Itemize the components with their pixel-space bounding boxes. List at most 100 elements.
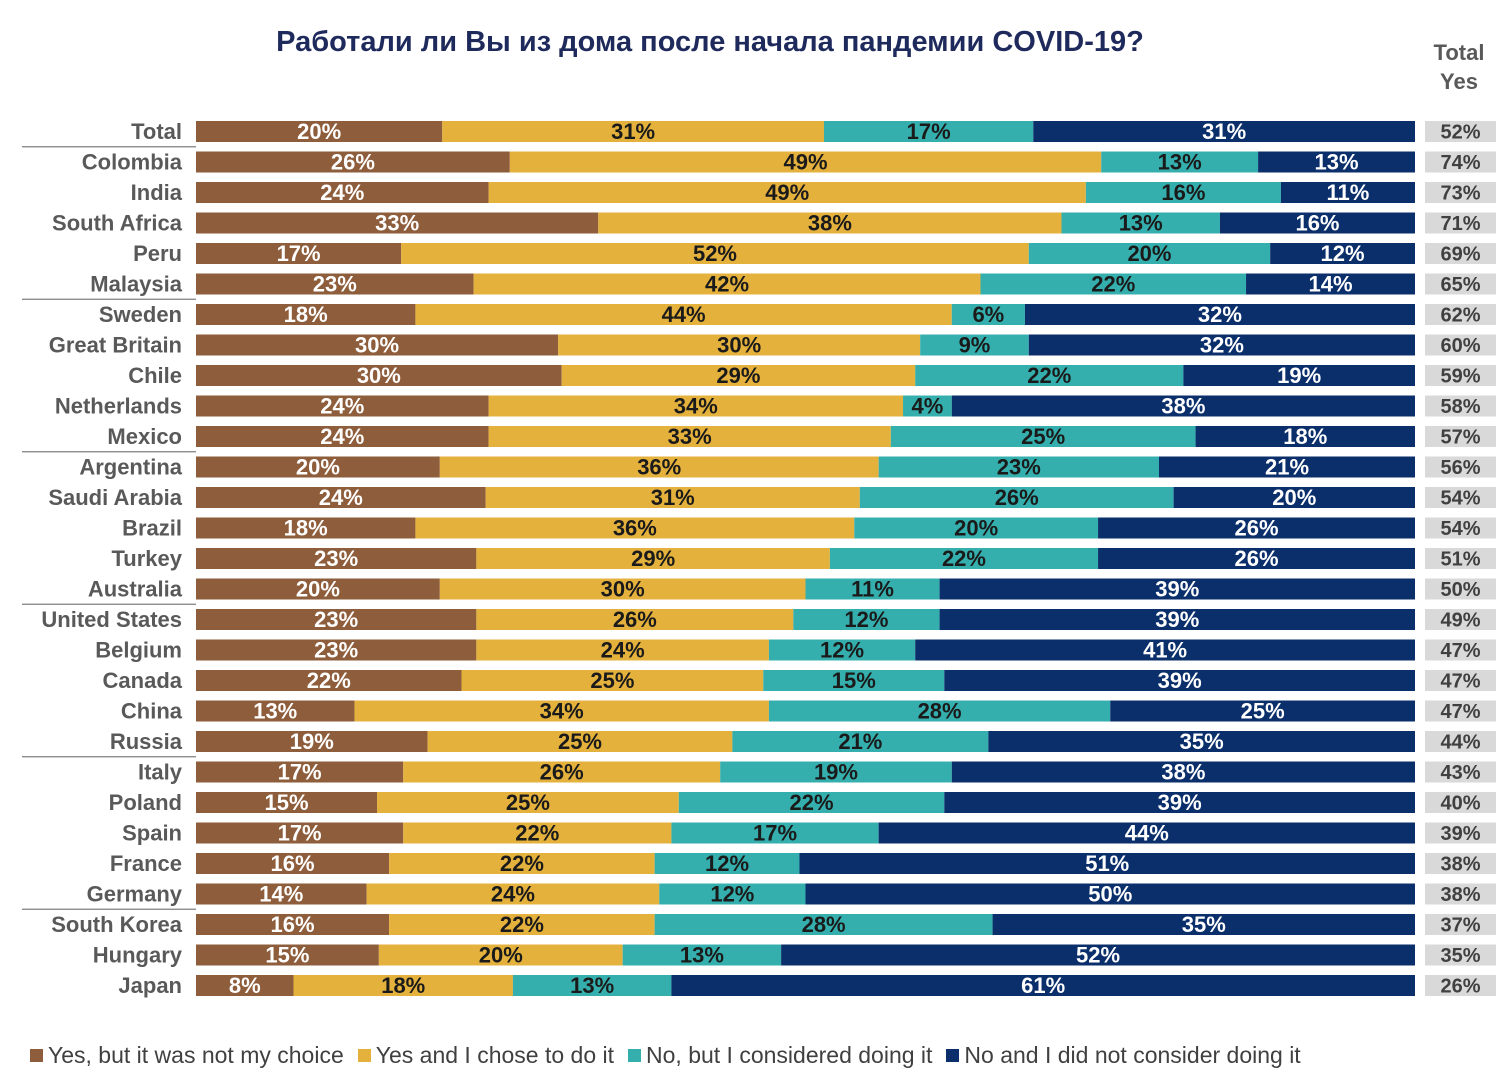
data-label: 38% [808,211,852,236]
legend-swatch [628,1048,642,1062]
data-label: 24% [320,394,364,419]
bar-segment [671,822,879,844]
data-label: 23% [313,272,357,297]
bar-segment [1028,334,1415,356]
data-label: 16% [271,912,315,937]
total-yes-value: 62% [1440,305,1480,327]
bar-segment [854,517,1099,539]
bar-segment [439,578,806,600]
total-yes-box [1425,273,1496,295]
data-label: 17% [278,760,322,785]
data-label: 32% [1198,302,1242,327]
bar-segment [1110,700,1415,722]
bar-segment [196,822,404,844]
data-label: 38% [1161,394,1205,419]
total-yes-box [1425,792,1496,813]
data-label: 20% [954,516,998,541]
bar-segment [1085,182,1281,203]
bar-segment [732,731,989,752]
row-label: South Korea [51,912,183,937]
bar-segment [659,883,806,905]
data-label: 49% [783,150,827,175]
data-label: 25% [506,790,550,815]
data-label: 28% [802,912,846,937]
bar-segment [951,395,1415,417]
legend-item-yes-not-choice: Yes, but it was not my choice [30,1042,344,1069]
bar-segment [354,700,769,722]
bar-segment [196,639,477,661]
total-yes-box [1425,975,1496,996]
total-yes-box [1425,456,1496,478]
bar-segment [671,975,1415,996]
data-label: 12% [710,882,754,907]
bar-segment [196,212,599,234]
data-label: 22% [790,790,834,815]
total-yes-value: 57% [1440,427,1480,449]
data-label: 12% [844,607,888,632]
data-label: 21% [1265,455,1309,480]
row-label: Chile [128,363,182,388]
legend-label: No and I did not consider doing it [964,1041,1301,1068]
total-yes-value: 54% [1440,488,1480,510]
bar-segment [988,731,1415,752]
stacked-bar-chart: Total 20% 31% 17% 31% 52% Colombia 26% 49% 13% 13%… [22,119,1496,998]
total-yes-value: 47% [1440,671,1480,693]
total-yes-box [1425,822,1496,844]
bar-segment [461,670,764,691]
bar-segment [196,487,486,508]
data-label: 42% [705,272,749,297]
bar-segment [1258,151,1415,173]
bar-segment [488,182,1086,203]
data-label: 28% [918,699,962,724]
total-yes-value: 58% [1440,396,1480,418]
data-label: 29% [716,363,760,388]
data-label: 18% [284,516,328,541]
bar-segment [878,822,1415,844]
row-label: Belgium [95,638,182,663]
total-yes-value: 37% [1440,915,1480,937]
bar-segment [196,578,440,600]
data-label: 44% [662,302,706,327]
total-yes-box [1425,700,1496,722]
row-label: Malaysia [90,272,182,297]
legend-item-yes-chose: Yes and I chose to do it [357,1042,614,1069]
total-yes-box [1425,182,1496,203]
data-label: 23% [314,546,358,571]
data-label: 31% [1202,119,1246,144]
total-yes-box [1425,151,1496,173]
bar-segment [1033,121,1415,142]
total-yes-box [1425,365,1496,386]
total-yes-header: Total Yes [1420,38,1498,96]
total-yes-box [1425,731,1496,752]
total-yes-value: 26% [1440,976,1480,998]
data-label: 26% [540,760,584,785]
data-label: 12% [820,638,864,663]
row-label: Italy [138,760,183,785]
bar-segment [1028,243,1271,264]
legend-swatch [30,1048,43,1062]
data-label: 44% [1125,821,1169,846]
row-label: Sweden [99,302,182,327]
bar-segment [196,548,477,569]
bar-segment [1098,517,1415,539]
total-yes-box [1425,639,1496,661]
data-label: 61% [1021,973,1065,998]
data-label: 39% [1155,577,1199,602]
total-yes-value: 52% [1440,122,1480,144]
row-label: Colombia [82,150,183,175]
bar-segment [920,334,1029,356]
data-label: 22% [307,668,351,693]
data-label: 35% [1182,912,1226,937]
row-label: Great Britain [49,333,182,358]
data-label: 11% [851,577,894,602]
total-yes-value: 40% [1440,793,1480,815]
bar-segment [196,334,559,356]
data-label: 18% [1283,424,1327,449]
total-yes-box [1425,395,1496,417]
data-label: 22% [515,821,559,846]
total-yes-box [1425,883,1496,905]
data-label: 41% [1143,638,1187,663]
bar-segment [509,151,1102,173]
data-label: 12% [705,851,749,876]
bar-segment [951,761,1415,783]
